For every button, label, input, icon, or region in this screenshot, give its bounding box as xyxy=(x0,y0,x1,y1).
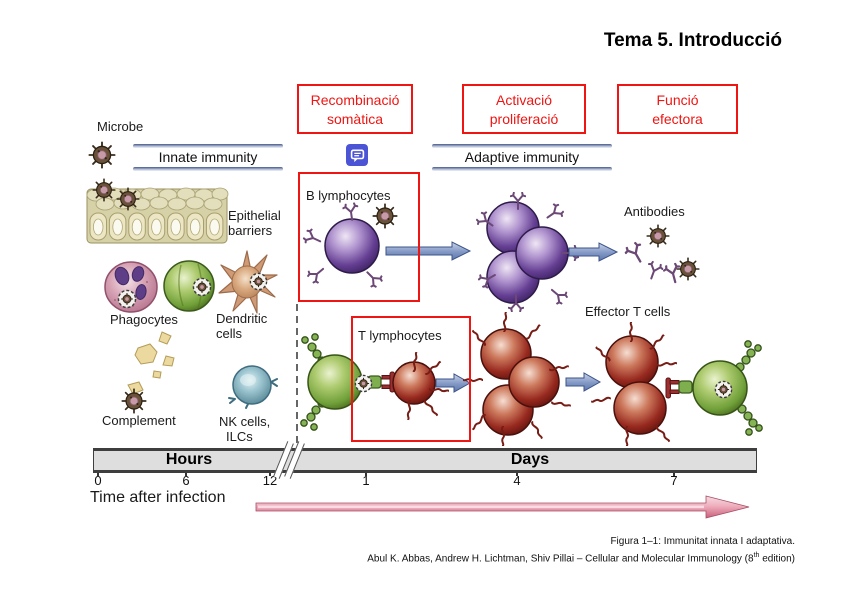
target-cell-illustration xyxy=(658,333,768,439)
microbe-icon xyxy=(92,178,116,202)
effector-t-pair-illustration xyxy=(590,322,678,446)
tick-label-7: 7 xyxy=(670,473,678,488)
b-lymphocytes-label: B lymphocytes xyxy=(306,188,391,203)
complement-illustration xyxy=(118,330,188,416)
t-cell-cluster-illustration xyxy=(463,311,572,446)
innate-immunity-header: Innate immunity xyxy=(133,144,283,171)
comment-bubble-glyph xyxy=(350,149,364,162)
t-lymphocytes-highlight-box xyxy=(351,316,471,442)
microbe-icon xyxy=(646,224,670,248)
presented-microbe-icon xyxy=(714,380,733,399)
arrow-b-activation xyxy=(385,240,472,262)
time-arrow xyxy=(255,492,752,522)
callout-effector-function: Funció efectora xyxy=(617,84,738,134)
callout-somatic-recombination: Recombinació somàtica xyxy=(297,84,413,134)
phagocyte-macrophage-illustration xyxy=(161,257,219,315)
microbe-label: Microbe xyxy=(97,119,144,134)
epithelial-barriers-label: Epithelial barriers xyxy=(228,208,281,238)
header-rule-icon xyxy=(432,144,612,148)
header-rule-icon xyxy=(133,167,283,171)
caption-line1: Figura 1–1: Immunitat innata I adaptativ… xyxy=(610,536,795,547)
tick-mark xyxy=(673,471,675,476)
callout-line: Recombinació xyxy=(310,92,400,108)
arrow-t-activation xyxy=(435,372,472,394)
tick-label-6: 6 xyxy=(182,473,190,488)
tick-mark xyxy=(269,471,271,476)
adaptive-immunity-title: Adaptive immunity xyxy=(464,149,580,165)
antibodies-label: Antibodies xyxy=(624,204,685,219)
timeline-bar xyxy=(93,448,757,473)
arrow-antibody-secretion xyxy=(568,241,619,263)
dendritic-cells-label: Dendritic cells xyxy=(216,311,268,341)
antigen-presenting-cell-illustration xyxy=(298,328,402,434)
arrow-effector-differentiation xyxy=(565,371,602,393)
tick-mark xyxy=(516,471,518,476)
header-rule-icon xyxy=(432,167,612,171)
microbe-icon xyxy=(88,141,116,169)
t-lymphocytes-label: T lymphocytes xyxy=(358,328,442,343)
adaptive-immunity-header: Adaptive immunity xyxy=(432,144,612,171)
nk-cells-label: NK cells, ILCs xyxy=(219,414,271,444)
page-title: Tema 5. Introducció xyxy=(603,30,782,51)
mhc-connector xyxy=(678,380,693,394)
microbe-icon xyxy=(116,187,140,211)
nk-cell-illustration xyxy=(226,363,280,409)
tick-mark xyxy=(97,471,99,476)
dendritic-cell-illustration xyxy=(217,249,279,317)
epithelial-barrier-illustration xyxy=(86,178,229,247)
antibodies-illustration xyxy=(616,220,712,290)
innate-immunity-title: Innate immunity xyxy=(158,149,258,165)
header-rule-icon xyxy=(133,144,283,148)
figure-caption: Figura 1–1: Immunitat innata I adaptativ… xyxy=(367,535,795,566)
timeline-days-label: Days xyxy=(510,451,550,468)
innate-adaptive-divider xyxy=(296,304,298,448)
callout-line: Funció xyxy=(656,92,699,108)
callout-activation-proliferation: Activació proliferació xyxy=(462,84,586,134)
tcr-connector xyxy=(665,377,680,399)
tick-label-0: 0 xyxy=(94,473,102,488)
tick-mark xyxy=(185,471,187,476)
tick-mark xyxy=(365,471,367,476)
timeline-hours-label: Hours xyxy=(165,451,213,468)
b-lymphocytes-highlight-box xyxy=(298,172,420,302)
t-cell-illustration xyxy=(388,351,450,421)
microbe-icon xyxy=(121,388,147,414)
microbe-icon xyxy=(676,257,700,281)
callout-line: efectora xyxy=(652,111,703,127)
phagocyte-neutrophil-illustration xyxy=(102,259,162,315)
callout-line: Activació xyxy=(495,92,553,108)
phagocytes-label: Phagocytes xyxy=(110,312,178,327)
caption-line2: Abul K. Abbas, Andrew H. Lichtman, Shiv … xyxy=(367,552,795,565)
b-cell-illustration xyxy=(301,201,399,297)
time-after-infection-label: Time after infection xyxy=(90,489,226,506)
tick-label-4: 4 xyxy=(513,473,521,488)
callout-line: proliferació xyxy=(489,111,559,127)
antibody-icon xyxy=(622,240,685,286)
phagocytosed-microbe-icon xyxy=(192,277,212,297)
callout-line: somàtica xyxy=(326,111,384,127)
tick-label-1: 1 xyxy=(362,473,370,488)
comment-annotation-icon[interactable] xyxy=(346,144,368,166)
b-cell-cluster-illustration xyxy=(474,192,579,312)
effector-t-cells-label: Effector T cells xyxy=(585,304,671,319)
complement-label: Complement xyxy=(102,413,176,428)
phagocytosed-microbe-icon xyxy=(249,272,268,291)
phagocytosed-microbe-icon xyxy=(117,289,137,309)
